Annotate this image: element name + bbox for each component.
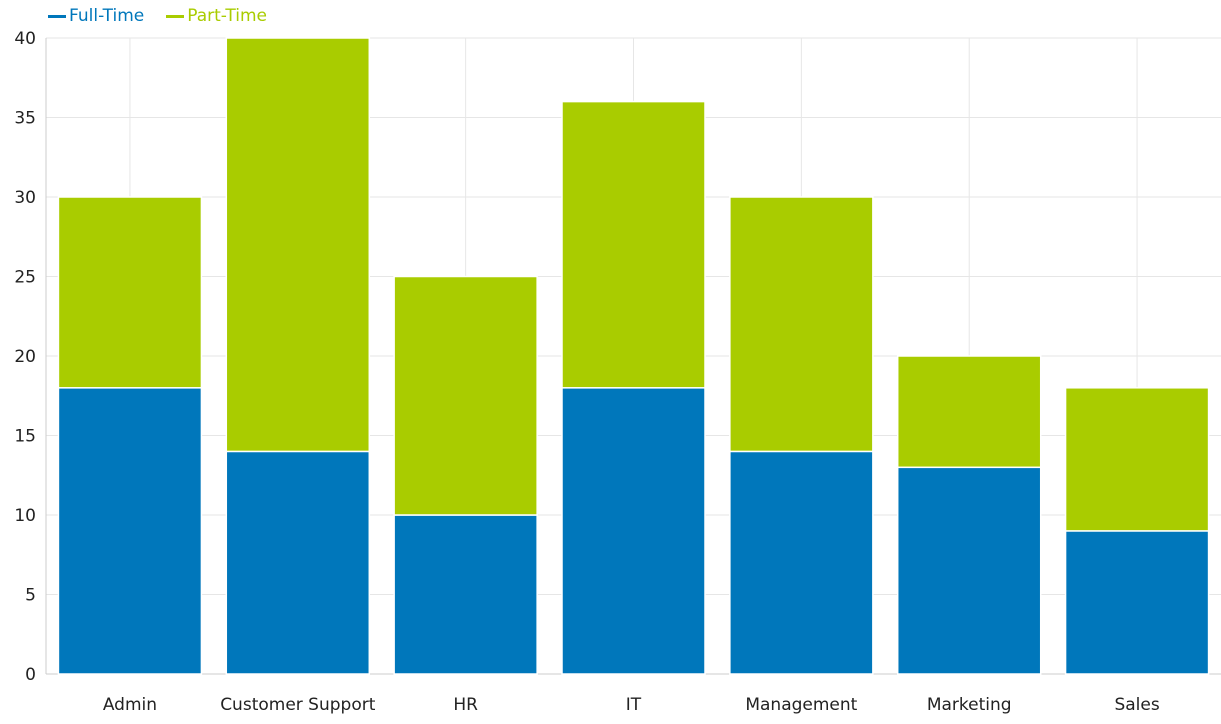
legend-label-full-time: Full-Time xyxy=(69,6,145,26)
bar-full-time-sales xyxy=(1064,530,1210,675)
bar-full-time-hr xyxy=(393,514,538,675)
y-tick-label: 15 xyxy=(14,427,36,447)
bar-part-time-it xyxy=(561,100,706,389)
y-tick-label: 5 xyxy=(25,586,36,606)
bar-full-time-it xyxy=(561,387,706,675)
y-tick-label: 40 xyxy=(14,29,36,49)
x-tick-label: IT xyxy=(626,695,642,715)
y-tick-label: 30 xyxy=(14,188,36,208)
legend-swatch-full-time xyxy=(48,14,66,18)
bar-full-time-marketing xyxy=(896,466,1042,675)
y-tick-label: 35 xyxy=(14,109,36,129)
x-tick-label: HR xyxy=(453,695,478,715)
y-tick-label: 20 xyxy=(14,347,36,367)
bar-full-time-customer-support xyxy=(225,450,371,675)
bar-part-time-marketing xyxy=(896,355,1042,469)
legend-item-full-time[interactable]: Full-Time xyxy=(48,6,144,26)
bar-part-time-admin xyxy=(57,196,203,389)
x-tick-label: Admin xyxy=(103,695,157,715)
y-tick-label: 0 xyxy=(25,665,36,685)
x-tick-label: Sales xyxy=(1114,695,1159,715)
legend: Full-Time Part-Time xyxy=(48,6,267,26)
legend-swatch-part-time xyxy=(166,14,185,18)
y-tick-label: 25 xyxy=(14,268,36,288)
legend-label-part-time: Part-Time xyxy=(187,6,267,26)
bar-part-time-sales xyxy=(1064,387,1210,532)
legend-item-part-time[interactable]: Part-Time xyxy=(166,6,267,26)
x-tick-label: Customer Support xyxy=(220,695,376,715)
y-tick-label: 10 xyxy=(14,506,36,526)
bar-part-time-hr xyxy=(393,275,538,516)
bar-part-time-management xyxy=(729,196,874,453)
x-tick-label: Marketing xyxy=(927,695,1012,715)
bar-full-time-management xyxy=(729,450,874,675)
x-tick-label: Management xyxy=(745,695,857,715)
bar-full-time-admin xyxy=(57,387,203,675)
bar-part-time-customer-support xyxy=(225,37,371,453)
